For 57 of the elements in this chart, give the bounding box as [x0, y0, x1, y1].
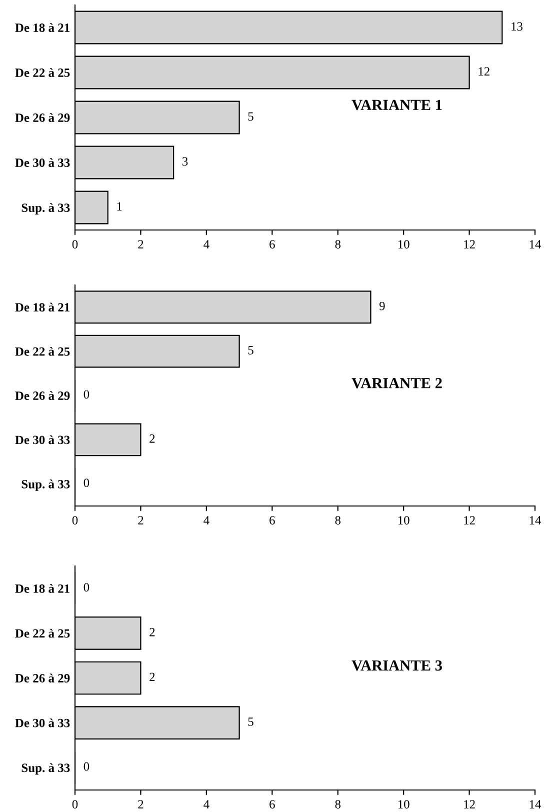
y-tick-label: De 22 à 25: [15, 346, 70, 356]
x-tick-label: 4: [204, 516, 210, 524]
y-tick-label: De 22 à 25: [15, 68, 70, 77]
x-tick-label: 14: [530, 800, 542, 808]
x-tick-label: 14: [530, 240, 542, 248]
data-label: 12: [478, 67, 490, 76]
y-tick-label: Sup. à 33: [22, 763, 70, 775]
x-tick-label: 2: [138, 800, 144, 808]
x-tick-label: 6: [270, 240, 275, 249]
text: VARIANTE 2: [352, 378, 442, 388]
data-label: 0: [84, 762, 90, 771]
text: VARIANTE 3: [352, 660, 442, 671]
x-tick-label: 14: [530, 516, 542, 524]
y-tick-label: De 30 à 33: [15, 435, 70, 444]
x-tick-label: 12: [464, 240, 475, 248]
data-label: 2: [150, 672, 155, 682]
x-tick-label: 6: [270, 516, 275, 525]
y-tick-label: Sup. à 33: [22, 480, 70, 491]
y-tick-label: De 18 à 21: [15, 584, 70, 593]
y-tick-label: De 30 à 33: [15, 718, 70, 728]
x-tick-label: 0: [72, 240, 78, 249]
y-tick-label: De 18 à 21: [15, 302, 70, 312]
data-label: 3: [182, 157, 188, 166]
y-tick-label: De 18 à 21: [15, 23, 70, 32]
x-tick-label: 4: [204, 800, 210, 808]
data-label: 5: [248, 346, 254, 354]
text: VARIANTE 1: [352, 100, 442, 110]
x-tick-label: 10: [398, 240, 410, 249]
data-label: 9: [379, 302, 385, 310]
data-label: 13: [512, 22, 522, 31]
x-tick-label: 8: [335, 240, 341, 249]
data-label: 2: [150, 628, 155, 636]
y-tick-label: De 22 à 25: [15, 628, 70, 638]
data-label: 5: [248, 112, 254, 121]
x-tick-label: 0: [72, 516, 78, 525]
y-tick-label: Sup. à 33: [22, 203, 70, 215]
x-tick-label: 8: [335, 800, 341, 809]
data-label: 5: [248, 718, 254, 726]
data-label: 2: [150, 434, 155, 443]
x-tick-label: 8: [335, 516, 341, 525]
x-tick-label: 2: [138, 240, 144, 248]
y-tick-label: De 30 à 33: [15, 158, 70, 167]
data-label: 0: [84, 478, 90, 488]
x-tick-label: 6: [270, 800, 275, 809]
x-tick-label: 0: [72, 800, 78, 809]
x-tick-label: 12: [464, 516, 475, 524]
data-label: 0: [84, 390, 90, 399]
x-tick-label: 10: [398, 800, 410, 809]
y-tick-label: De 26 à 29: [15, 391, 70, 400]
x-tick-label: 12: [464, 800, 475, 808]
y-tick-label: De 26 à 29: [15, 113, 70, 122]
x-tick-label: 10: [398, 516, 410, 525]
x-tick-label: 2: [138, 516, 144, 524]
y-tick-label: De 26 à 29: [15, 674, 70, 682]
data-label: 0: [84, 583, 90, 592]
data-label: 1: [117, 202, 122, 211]
x-tick-label: 4: [204, 240, 210, 248]
